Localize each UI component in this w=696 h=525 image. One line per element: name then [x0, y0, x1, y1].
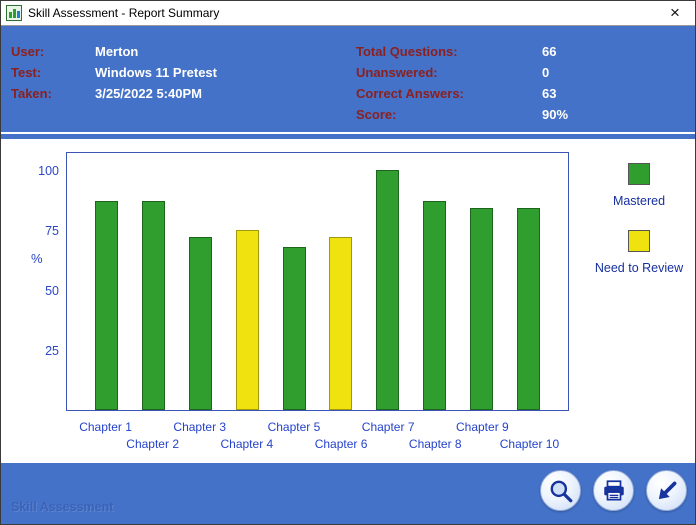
info-label: Correct Answers: [356, 86, 464, 101]
titlebar: Skill Assessment - Report Summary × [1, 1, 695, 26]
magnifier-button[interactable] [540, 470, 581, 511]
exit-arrow-icon [654, 478, 680, 504]
y-tick-label: 100 [38, 164, 59, 178]
legend-label: Mastered [612, 194, 666, 208]
y-tick-label: 25 [45, 344, 59, 358]
chart-legend: Mastered Need to Review [583, 163, 695, 297]
x-axis-labels: Chapter 1 Chapter 2 Chapter 3 Chapter 4 Chap… [79, 420, 559, 458]
info-value: 0 [542, 65, 550, 80]
chart-bar-7 [376, 170, 400, 410]
y-axis-ticks: 100 75 50 25 [15, 152, 59, 411]
chart-bar-1 [94, 201, 118, 410]
report-header: User: Merton Test: Windows 11 Pretest Taken:… [1, 27, 695, 132]
score-info-block: Total Questions: 66 Unanswered: 0 Correct An… [356, 44, 568, 122]
review-swatch [628, 230, 650, 252]
x-category-label: Chapter 10 [499, 437, 560, 451]
info-label: Total Questions: [356, 44, 458, 59]
chart-bar-2 [141, 201, 165, 410]
y-tick-label: 50 [45, 284, 59, 298]
x-category-label: Chapter 5 [267, 420, 321, 434]
legend-item: Need to Review [595, 230, 683, 275]
info-value: 63 [542, 86, 557, 101]
exit-button[interactable] [646, 470, 687, 511]
close-button[interactable]: × [670, 3, 680, 22]
chart-bar-4 [235, 230, 259, 410]
x-category-label: Chapter 8 [408, 437, 462, 451]
legend-label: Need to Review [594, 261, 684, 275]
info-label: Score: [356, 107, 397, 122]
info-label: Taken: [11, 86, 52, 101]
info-value: 66 [542, 44, 557, 59]
magnifier-icon [548, 478, 574, 504]
info-label: User: [11, 44, 45, 59]
info-label: Test: [11, 65, 42, 80]
x-category-label: Chapter 2 [126, 437, 179, 451]
y-tick-label: 75 [45, 224, 59, 238]
app-icon [6, 5, 22, 21]
print-button[interactable] [593, 470, 634, 511]
legend-item: Mastered [613, 163, 665, 208]
chart-bar-9 [470, 208, 494, 410]
printer-icon [601, 478, 627, 504]
y-axis-label: % [31, 251, 43, 266]
mastered-swatch [627, 163, 650, 185]
info-value: Windows 11 Pretest [95, 65, 217, 80]
x-category-label: Chapter 7 [361, 420, 415, 434]
app-watermark: Skill Assessment [11, 500, 114, 514]
x-category-label: Chapter 9 [455, 420, 509, 434]
chart-bar-5 [282, 246, 306, 410]
chart-bar-8 [423, 201, 447, 410]
footer: Skill Assessment [1, 461, 695, 524]
window-title: Skill Assessment - Report Summary [28, 6, 220, 20]
bar-chart-plot [66, 152, 569, 411]
info-label: Unanswered: [356, 65, 438, 80]
user-info-block: User: Merton Test: Windows 11 Pretest Taken:… [11, 44, 217, 101]
x-category-label: Chapter 3 [173, 420, 227, 434]
info-value: Merton [95, 44, 139, 59]
chart-bar-10 [516, 208, 540, 410]
x-category-label: Chapter 1 [79, 420, 132, 434]
x-category-label: Chapter 4 [220, 437, 274, 451]
separator-line [1, 132, 695, 134]
chart-bar-6 [329, 237, 353, 410]
chart-bar-3 [188, 237, 212, 410]
info-value: 90% [542, 107, 569, 122]
info-value: 3/25/2022 5:40PM [95, 86, 202, 101]
x-category-label: Chapter 6 [314, 437, 368, 451]
footer-buttons [540, 470, 687, 511]
